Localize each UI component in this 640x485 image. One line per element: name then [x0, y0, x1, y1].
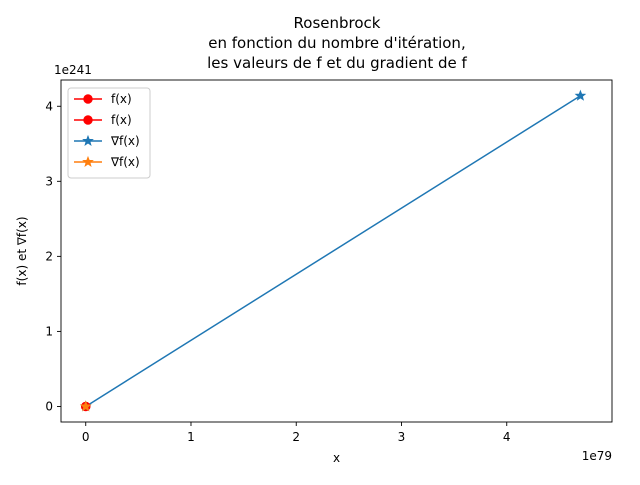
legend-box [67, 87, 151, 179]
legend-marker [82, 134, 94, 146]
plot-frame [60, 79, 613, 423]
legend-entry: ∇f(x) [74, 155, 140, 169]
x-tick-label: 0 [82, 430, 90, 444]
x-tick-label: 1 [187, 430, 195, 444]
legend-label: ∇f(x) [110, 155, 140, 169]
series-lines [85, 95, 581, 408]
legend-marker [82, 155, 94, 167]
chart-title-line: les valeurs de f et du gradient de f [207, 54, 467, 72]
chart-title-line: Rosenbrock [294, 14, 381, 32]
legend-marker [83, 115, 93, 125]
y-tick-label: 3 [45, 174, 53, 188]
series-markers [79, 89, 587, 412]
y-tick-label: 0 [45, 399, 53, 413]
series-line [85, 95, 581, 408]
legend: f(x) f(x) ∇f(x) ∇f(x) [67, 87, 151, 179]
legend-entry: ∇f(x) [74, 134, 140, 148]
x-tick-label: 3 [398, 430, 406, 444]
legend-label: ∇f(x) [110, 134, 140, 148]
legend-entry: f(x) [74, 92, 132, 106]
y-axis-offset-label: 1e241 [54, 63, 92, 77]
legend-entry: f(x) [74, 113, 132, 127]
x-axis-label: x [333, 451, 340, 465]
x-axis: 0 1 2 3 4 [82, 422, 511, 444]
chart-title-line: en fonction du nombre d'itération, [208, 34, 465, 52]
legend-label: f(x) [111, 92, 132, 106]
data-point [79, 400, 92, 412]
y-tick-label: 4 [45, 99, 53, 113]
data-point [574, 89, 587, 101]
x-tick-label: 4 [503, 430, 511, 444]
y-axis: 0 1 2 3 4 [45, 99, 61, 413]
plot-area [60, 79, 613, 423]
y-axis-label: f(x) et ∇f(x) [15, 216, 29, 285]
x-tick-label: 2 [292, 430, 300, 444]
x-axis-offset-label: 1e79 [582, 449, 612, 463]
y-tick-label: 2 [45, 249, 53, 263]
chart-title: Rosenbrock en fonction du nombre d'itérat… [207, 14, 467, 72]
legend-label: f(x) [111, 113, 132, 127]
legend-marker [83, 94, 93, 104]
y-tick-label: 1 [45, 324, 53, 338]
